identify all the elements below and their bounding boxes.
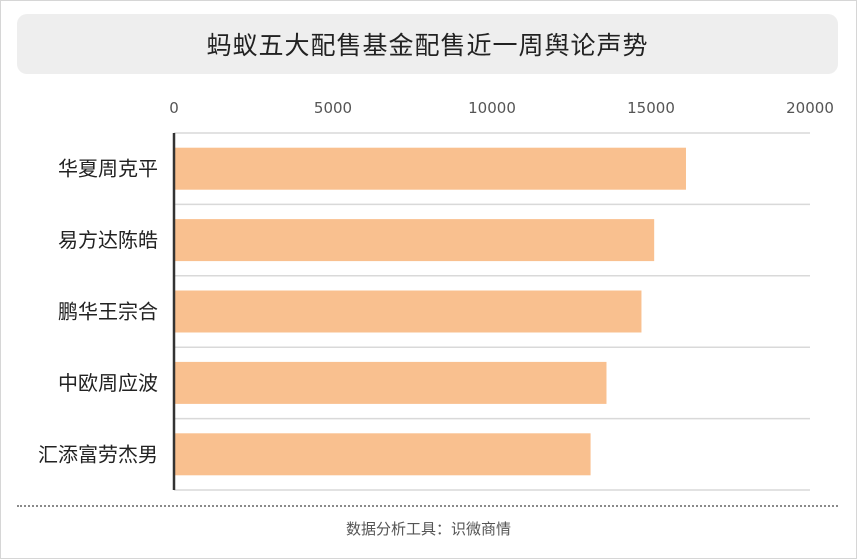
bar xyxy=(174,361,607,404)
chart-title: 蚂蚁五大配售基金配售近一周舆论声势 xyxy=(206,31,649,60)
bar-chart: 0 5000 10000 15000 20000 华夏周克平易方达陈皓鹏华王宗合中欧周应波… xyxy=(38,99,834,491)
category-label: 中欧周应波 xyxy=(58,371,158,395)
category-label: 鹏华王宗合 xyxy=(58,300,158,324)
category-label: 易方达陈皓 xyxy=(58,228,158,252)
x-tick-label: 20000 xyxy=(786,99,834,117)
bar xyxy=(174,433,591,476)
title-banner: 蚂蚁五大配售基金配售近一周舆论声势 xyxy=(17,14,838,74)
x-tick-label: 15000 xyxy=(627,99,675,117)
footer-divider xyxy=(17,505,838,507)
x-tick-label: 10000 xyxy=(468,99,516,117)
category-label: 华夏周克平 xyxy=(58,157,158,181)
category-label: 汇添富劳杰男 xyxy=(38,442,158,466)
data-source-note: 数据分析工具：识微商情 xyxy=(345,520,511,538)
x-tick-label: 0 xyxy=(169,99,179,117)
x-tick-label: 5000 xyxy=(314,99,352,117)
bar xyxy=(174,147,686,190)
bar xyxy=(174,290,642,333)
bar xyxy=(174,219,655,262)
